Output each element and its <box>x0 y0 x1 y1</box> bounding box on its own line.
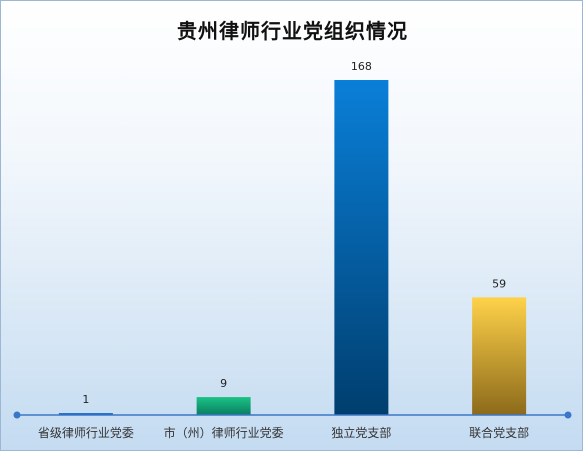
chart-title: 贵州律师行业党组织情况 <box>177 19 408 43</box>
category-label-1: 省级律师行业党委 <box>38 425 134 440</box>
bar-3 <box>334 80 389 415</box>
x-axis-end-dot <box>564 411 572 419</box>
data-label-3: 168 <box>351 60 372 73</box>
data-label-1: 1 <box>82 393 89 406</box>
bar-1 <box>58 413 113 415</box>
bar-4 <box>472 297 527 415</box>
category-label-2: 市（州）律师行业党委 <box>164 425 284 440</box>
category-label-3: 独立党支部 <box>331 425 391 440</box>
data-label-2: 9 <box>220 377 227 390</box>
bar-2 <box>196 397 251 415</box>
data-label-4: 59 <box>492 277 506 290</box>
x-axis-start-dot <box>13 411 21 419</box>
category-label-4: 联合党支部 <box>469 425 529 440</box>
